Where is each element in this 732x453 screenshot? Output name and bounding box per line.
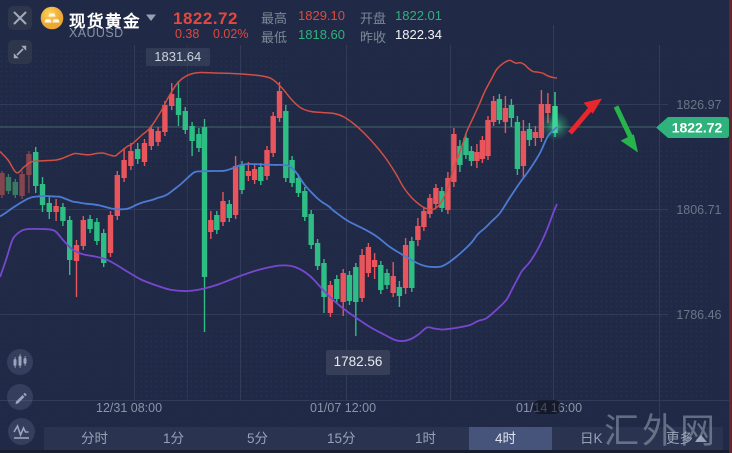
svg-text:1822.72: 1822.72 [672,120,723,136]
